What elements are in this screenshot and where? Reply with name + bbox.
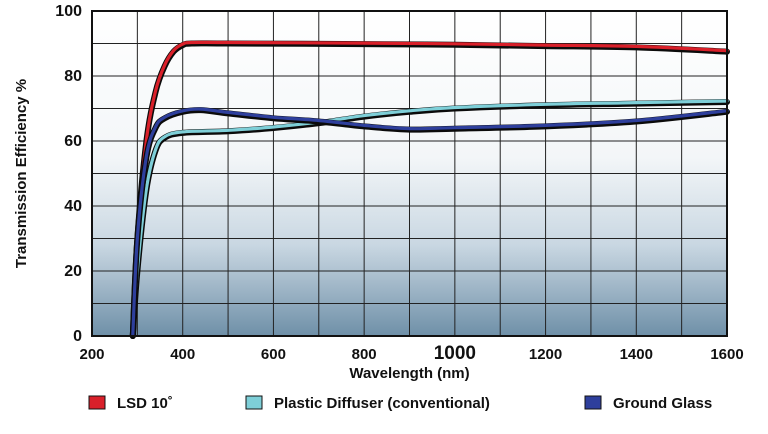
legend-item: Plastic Diffuser (conventional) bbox=[245, 395, 490, 412]
x-tick-label: 1000 bbox=[434, 343, 476, 364]
grid bbox=[92, 11, 727, 336]
y-tick-label: 40 bbox=[64, 198, 82, 215]
x-tick-labels: 200 400 600 800 1000 1200 1400 1600 bbox=[79, 343, 743, 364]
series-line-stroke bbox=[131, 99, 729, 337]
legend-label: Plastic Diffuser (conventional) bbox=[274, 395, 490, 412]
series-line-stroke bbox=[131, 107, 729, 337]
legend-swatch bbox=[88, 395, 106, 410]
x-tick-label: 1400 bbox=[620, 346, 653, 363]
series-group bbox=[129, 40, 730, 339]
y-axis-label: Transmission Efficiency % bbox=[13, 79, 30, 268]
x-tick-label: 1600 bbox=[710, 346, 743, 363]
legend-swatch bbox=[245, 395, 263, 410]
x-axis-label: Wavelength (nm) bbox=[349, 365, 469, 382]
x-tick-label: 600 bbox=[261, 346, 286, 363]
x-tick-label: 800 bbox=[352, 346, 377, 363]
x-tick-label: 1200 bbox=[529, 346, 562, 363]
legend-item: LSD 10˚ bbox=[88, 395, 173, 412]
legend-label: Ground Glass bbox=[613, 395, 712, 412]
legend-item: Ground Glass bbox=[584, 395, 712, 412]
y-tick-label: 100 bbox=[55, 3, 82, 20]
x-tick-label: 200 bbox=[79, 346, 104, 363]
legend-swatch bbox=[584, 395, 602, 410]
plot-frame bbox=[91, 10, 728, 337]
series-line bbox=[129, 99, 730, 339]
legend: LSD 10˚ Plastic Diffuser (conventional) Gr… bbox=[88, 395, 712, 412]
y-tick-label: 80 bbox=[64, 68, 82, 85]
legend-label: LSD 10˚ bbox=[117, 395, 173, 412]
series-line bbox=[129, 40, 730, 339]
series-line bbox=[129, 107, 730, 339]
y-tick-label: 20 bbox=[64, 263, 82, 280]
series-line-stroke bbox=[131, 40, 729, 337]
y-tick-label: 0 bbox=[73, 328, 82, 345]
y-tick-labels: 0 20 40 60 80 100 bbox=[55, 3, 82, 345]
y-tick-label: 60 bbox=[64, 133, 82, 150]
x-tick-label: 400 bbox=[170, 346, 195, 363]
